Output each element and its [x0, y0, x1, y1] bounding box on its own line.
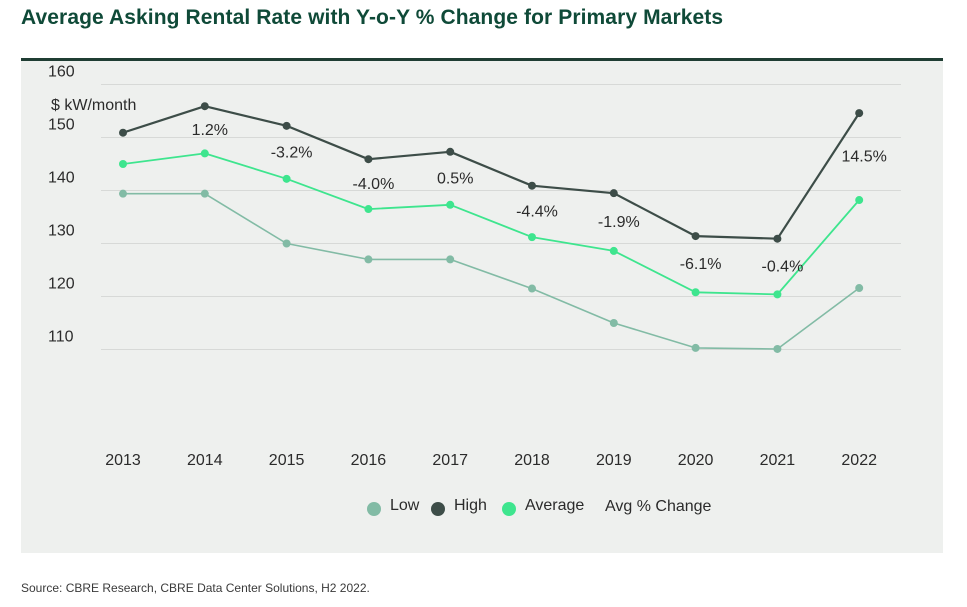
- y-tick-label: 110: [48, 329, 74, 346]
- pct-change-label: 14.5%: [842, 149, 887, 166]
- legend-label: Average: [525, 497, 584, 514]
- data-point-high: [691, 232, 700, 241]
- series-low: [119, 189, 864, 353]
- data-point-low: [119, 189, 127, 198]
- series-line-low: [123, 192, 860, 350]
- data-point-average: [200, 149, 209, 158]
- x-tick-label: 2015: [269, 452, 305, 469]
- data-point-average: [691, 288, 700, 297]
- title-divider: [21, 58, 943, 61]
- x-tick-label: 2021: [760, 452, 796, 469]
- series-average: [119, 149, 864, 299]
- series-lines: [119, 102, 864, 353]
- y-tick-label: 150: [48, 117, 75, 134]
- legend-label-avg-pct-change: Avg % Change: [605, 498, 712, 515]
- chart-panel: $ kW/month 110 120 130 140 150 160 2013 2014 20…: [21, 61, 943, 553]
- source-note: Source: CBRE Research, CBRE Data Center …: [21, 581, 370, 595]
- data-point-high: [119, 128, 127, 137]
- data-point-low: [364, 255, 373, 264]
- data-point-high: [282, 121, 291, 130]
- legend-swatch: [502, 502, 516, 516]
- x-tick-label: 2013: [105, 452, 141, 469]
- x-tick-label: 2018: [514, 452, 550, 469]
- data-point-high: [200, 102, 209, 111]
- legend-item-high: High: [431, 497, 487, 516]
- x-tick-label: 2016: [351, 452, 387, 469]
- legend-item-low: Low: [367, 497, 420, 516]
- data-point-average: [364, 205, 373, 214]
- series-line-high: [122, 105, 861, 240]
- data-point-low: [855, 284, 864, 293]
- x-tick-label: 2019: [596, 452, 632, 469]
- x-tick-label: 2020: [678, 452, 714, 469]
- data-point-high: [528, 181, 536, 190]
- data-point-high: [773, 234, 782, 243]
- y-tick-label: 120: [48, 276, 75, 293]
- data-point-low: [282, 239, 291, 248]
- data-point-average: [446, 200, 455, 209]
- legend-label: High: [454, 497, 487, 514]
- data-point-average: [773, 290, 782, 299]
- x-tick-label: 2017: [432, 452, 468, 469]
- data-point-low: [773, 344, 782, 353]
- pct-change-labels: 1.2% -3.2% -4.0% 0.5% -4.4% -1.9% -6.1% -0.4% 14…: [192, 122, 887, 276]
- data-point-average: [119, 160, 127, 168]
- legend-swatch: [431, 502, 445, 516]
- pct-change-label: -0.4%: [762, 259, 804, 276]
- y-tick-label: 160: [48, 64, 75, 81]
- y-axis-ticks: 110 120 130 140 150 160: [48, 64, 75, 346]
- series-line-average: [122, 152, 860, 296]
- pct-change-label: 0.5%: [437, 170, 473, 187]
- pct-change-label: -6.1%: [680, 256, 722, 273]
- pct-change-label: 1.2%: [192, 122, 228, 139]
- y-tick-label: 130: [48, 223, 75, 240]
- legend: Low High Average Avg % Change: [367, 497, 712, 516]
- y-tick-label: 140: [48, 170, 75, 187]
- data-point-low: [528, 284, 536, 293]
- pct-change-label: -4.0%: [353, 176, 395, 193]
- pct-change-label: -1.9%: [598, 214, 640, 231]
- x-tick-label: 2022: [841, 452, 877, 469]
- data-point-average: [528, 233, 536, 242]
- legend-item-average: Average: [502, 497, 584, 516]
- data-point-low: [200, 189, 209, 198]
- data-point-high: [446, 147, 455, 156]
- data-point-low: [609, 319, 618, 327]
- x-tick-label: 2014: [187, 452, 223, 469]
- data-point-high: [609, 189, 618, 198]
- x-axis-ticks: 2013 2014 2015 2016 2017 2018 2019 2020 2021 2022: [105, 452, 877, 469]
- chart-title: Average Asking Rental Rate with Y-o-Y % …: [21, 6, 724, 29]
- data-point-average: [282, 174, 291, 183]
- data-point-high: [364, 155, 373, 164]
- data-point-low: [691, 343, 700, 352]
- legend-label: Low: [390, 497, 420, 514]
- data-point-low: [446, 255, 455, 264]
- series-high: [119, 102, 864, 243]
- y-axis-label: $ kW/month: [51, 97, 136, 114]
- legend-swatch: [367, 502, 381, 516]
- data-point-high: [855, 109, 864, 118]
- pct-change-label: -4.4%: [516, 203, 558, 220]
- data-point-average: [855, 196, 864, 205]
- pct-change-label: -3.2%: [271, 144, 313, 161]
- data-point-average: [609, 246, 618, 255]
